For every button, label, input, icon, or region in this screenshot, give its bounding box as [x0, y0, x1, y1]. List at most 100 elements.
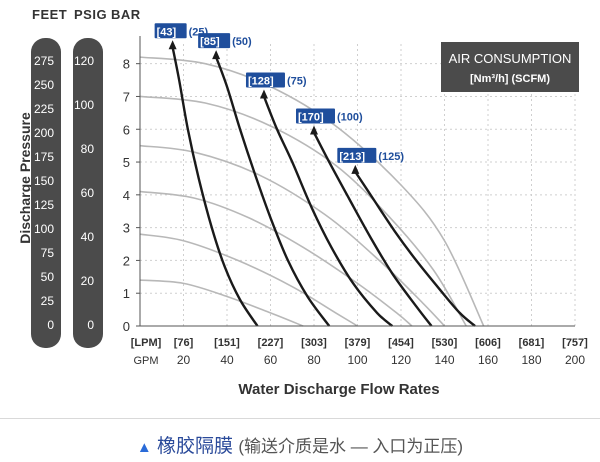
x-tick-label-lpm: [303]	[301, 337, 327, 349]
feet-scale-label: 250	[33, 78, 54, 92]
x-tick-label-lpm: [606]	[475, 337, 501, 349]
x-tick-label-lpm: [227]	[258, 337, 284, 349]
series-label-scfm: (75)	[287, 75, 307, 87]
x-tick-label-lpm: [454]	[388, 337, 414, 349]
feet-scale-label: 175	[33, 150, 54, 164]
flow-curve	[262, 96, 394, 327]
feet-scale-label: 100	[33, 222, 54, 236]
legend-box: AIR CONSUMPTION [Nm³/h] (SCFM)	[441, 42, 579, 92]
x-tick-label-gpm: 80	[307, 353, 321, 367]
air-consumption-curve	[139, 279, 304, 327]
flow-curve	[312, 131, 433, 327]
flow-curves	[168, 40, 476, 327]
air-consumption-curve	[139, 144, 446, 327]
x-tick-label-gpm: 140	[434, 353, 454, 367]
feet-scale-label: 125	[33, 198, 54, 212]
axes: 0 1 2 3 4 5 6 7 8 [LPM] GPM [76] 20 [151] 40 [227] 60 [30…	[123, 36, 588, 367]
feet-scale-bar	[31, 38, 61, 348]
x-tick-label-gpm: 180	[521, 353, 541, 367]
x-tick-label-lpm: [530]	[432, 337, 458, 349]
flow-curve	[214, 56, 331, 327]
y-tick-label: 8	[123, 57, 130, 72]
y-tick-label: 2	[123, 253, 130, 268]
series-label-nm3: [43]	[157, 26, 177, 38]
psig-scale-label: 60	[80, 186, 94, 200]
series-label-scfm: (50)	[232, 36, 252, 48]
legend-title: AIR CONSUMPTION	[449, 51, 572, 66]
x-units-gpm: GPM	[133, 355, 158, 367]
series-label-nm3: [213]	[339, 151, 365, 163]
caption-main: 橡胶隔膜	[157, 436, 234, 457]
feet-scale-label: 50	[40, 270, 54, 284]
air-consumption-curve	[139, 233, 358, 327]
air-consumption-curve	[139, 190, 413, 327]
air-consumption-curve	[139, 56, 485, 327]
x-tick-label-lpm: [151]	[214, 337, 240, 349]
series-label-nm3: [128]	[248, 75, 274, 87]
legend-subtitle: [Nm³/h] (SCFM)	[470, 73, 550, 85]
series-label-box	[154, 23, 187, 39]
flow-curve	[354, 171, 476, 327]
x-tick-label-lpm: [757]	[562, 337, 588, 349]
triangle-icon: ▲	[136, 439, 152, 456]
psig-scale-bar	[73, 38, 103, 348]
arrow-head-icon	[351, 164, 360, 174]
bar-header: BAR	[111, 7, 141, 22]
psig-scale-label: 20	[80, 274, 94, 288]
arrow-head-icon	[212, 50, 221, 60]
y-tick-label: 7	[123, 89, 130, 104]
x-tick-label-lpm: [379]	[345, 337, 371, 349]
feet-scale-label: 75	[40, 246, 54, 260]
y-tick-label: 3	[123, 221, 130, 236]
arrow-head-icon	[168, 40, 177, 50]
y-tick-label: 4	[123, 188, 130, 203]
pump-performance-chart: FEET PSIG BAR Discharge Pressure 275 250 2…	[17, 7, 588, 398]
series-label-nm3: [170]	[298, 112, 324, 124]
x-tick-label-lpm: [681]	[519, 337, 545, 349]
series-labels: [43] (25)[85] (50)[128] (75)[170] (100)[213]…	[154, 23, 404, 163]
series-label-scfm: (125)	[378, 151, 404, 163]
psig-scale-label: 80	[80, 142, 94, 156]
x-axis-title: Water Discharge Flow Rates	[238, 381, 439, 398]
air-consumption-curves	[139, 56, 485, 327]
psig-header: PSIG	[74, 7, 108, 22]
x-tick-label-gpm: 40	[220, 353, 234, 367]
psig-scale-label: 100	[73, 98, 94, 112]
feet-scale-label: 200	[33, 126, 54, 140]
x-units-lpm: [LPM]	[131, 337, 162, 349]
x-tick-label-gpm: 200	[565, 353, 585, 367]
flow-curve	[171, 47, 259, 327]
feet-scale-label: 0	[47, 318, 54, 332]
psig-scale-label: 0	[87, 318, 94, 332]
y-tick-label: 0	[123, 319, 130, 334]
x-tick-label-lpm: [76]	[174, 337, 194, 349]
series-label-box	[296, 108, 335, 124]
y-tick-label: 5	[123, 155, 130, 170]
divider	[0, 418, 600, 419]
x-tick-label-gpm: 60	[264, 353, 278, 367]
psig-scale-label: 120	[73, 54, 94, 68]
series-label-box	[198, 33, 231, 49]
plot-area: [43] (25)[85] (50)[128] (75)[170] (100)[213]…	[123, 23, 588, 398]
legend-background	[441, 42, 579, 92]
series-label-nm3: [85]	[200, 36, 220, 48]
x-tick-label-gpm: 160	[478, 353, 498, 367]
arrow-head-icon	[310, 125, 318, 135]
y-tick-label: 6	[123, 122, 130, 137]
feet-scale-label: 225	[33, 102, 54, 116]
caption-sub: (输送介质是水 — 入口为正压)	[238, 437, 464, 456]
feet-header: FEET	[32, 7, 68, 22]
psig-scale-label: 40	[80, 230, 94, 244]
feet-scale-label: 150	[33, 174, 54, 188]
feet-scale-label: 275	[33, 54, 54, 68]
caption: ▲ 橡胶隔膜 (输送介质是水 — 入口为正压)	[0, 431, 600, 458]
air-consumption-curve	[139, 95, 467, 327]
series-label-scfm: (100)	[337, 112, 363, 124]
feet-scale-label: 25	[40, 294, 54, 308]
x-tick-label-gpm: 120	[391, 353, 411, 367]
series-label-box	[337, 147, 377, 163]
series-label-box	[245, 72, 285, 88]
arrow-head-icon	[259, 89, 268, 99]
x-tick-label-gpm: 20	[177, 353, 191, 367]
x-tick-label-gpm: 100	[347, 353, 367, 367]
